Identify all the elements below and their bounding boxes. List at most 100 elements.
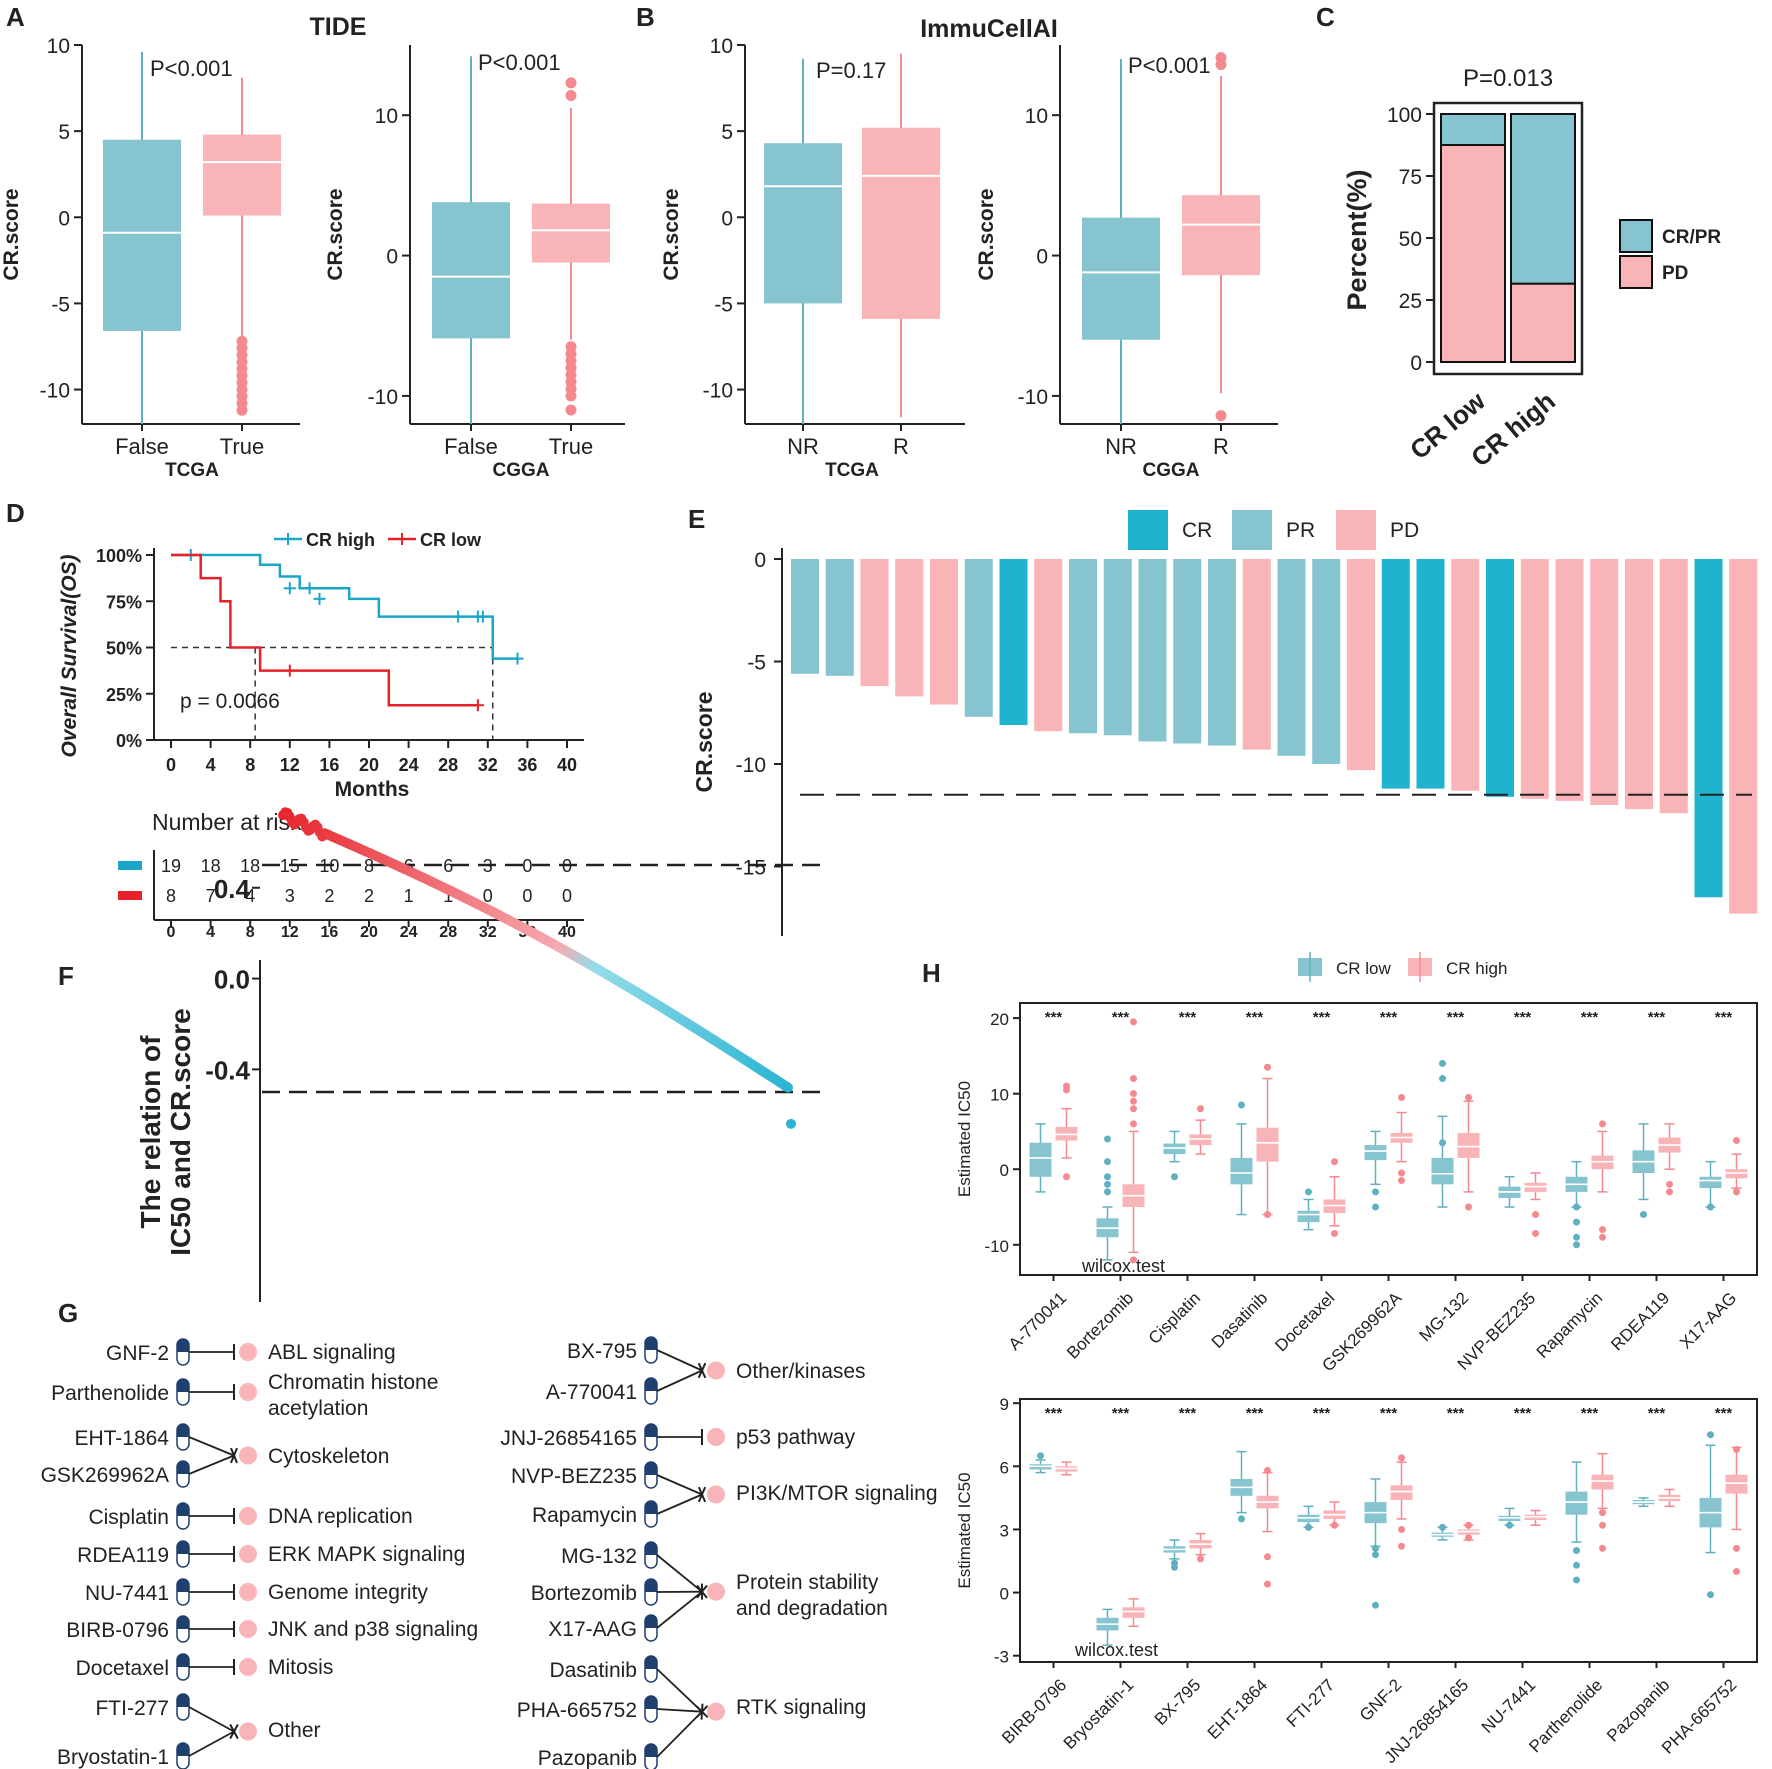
risk-count-high: 0 — [522, 856, 532, 876]
waterfall-bar — [1486, 559, 1514, 797]
outlier-point — [1465, 1521, 1472, 1529]
outlier-point — [1532, 1211, 1539, 1219]
plot-frame — [1019, 1398, 1758, 1663]
outlier-point — [1372, 1601, 1379, 1609]
outlier-point — [1104, 1180, 1111, 1188]
right-pathway-label: RTK signaling — [736, 1696, 866, 1719]
outlier-point — [1331, 1229, 1338, 1237]
waterfall-bar — [1694, 559, 1723, 898]
legend-label: CR — [1182, 519, 1212, 542]
panel-f-correlation: 0.4 0.0 -0.4 The relation of IC50 and CR.sco… — [135, 807, 820, 1302]
inhibition-arrow — [188, 1454, 235, 1475]
y-tick-label: -15 — [736, 857, 766, 880]
pathway-dot-icon — [707, 1428, 725, 1446]
waterfall-bar — [1138, 559, 1167, 742]
y-axis-label: Estimated IC50 — [955, 1472, 974, 1588]
outlier-point — [1666, 1180, 1673, 1188]
waterfall-bar — [964, 559, 993, 717]
capsule-cap — [177, 1541, 189, 1554]
outlier-point — [1238, 1101, 1245, 1109]
significance-mark: *** — [1648, 1405, 1666, 1422]
outlier-point — [1130, 1018, 1137, 1026]
y-tick-label: 0 — [1036, 246, 1048, 269]
outlier-point — [1331, 1158, 1338, 1166]
outlier-point — [1439, 1075, 1446, 1083]
significance-mark: *** — [1380, 1009, 1398, 1026]
legend-label: CR/PR — [1662, 227, 1721, 248]
outlier-point — [1599, 1120, 1606, 1128]
y-tick-label: -5 — [51, 293, 70, 316]
drug-capsule-icon — [644, 1614, 658, 1642]
outlier-point — [1037, 1452, 1044, 1460]
waterfall-bar — [860, 559, 889, 687]
x-tick-label: R — [1213, 434, 1229, 459]
x-axis-label: Months — [335, 778, 410, 801]
y-tick-label: 100 — [1387, 104, 1422, 127]
legend-swatch — [1619, 219, 1653, 253]
right-drug-label: JNJ-26854165 — [500, 1427, 637, 1450]
y-tick-label: 0 — [1000, 1585, 1009, 1604]
pathway-dot-icon — [239, 1507, 257, 1525]
p-value: P<0.001 — [478, 50, 561, 75]
significance-mark: *** — [1581, 1009, 1599, 1026]
legend-label: PR — [1286, 519, 1315, 542]
correlation-point — [783, 1082, 793, 1093]
capsule-cap — [645, 1744, 657, 1757]
box — [103, 139, 181, 331]
x-tick-label: Bryostatin-1 — [1060, 1675, 1138, 1753]
waterfall-bar — [1729, 559, 1758, 914]
y-tick-label: 3 — [1000, 1521, 1009, 1540]
right-drug-label: Pazopanib — [538, 1747, 637, 1769]
x-tick-label: 4 — [206, 924, 215, 941]
capsule-cap — [645, 1615, 657, 1628]
inhibition-bar — [697, 1362, 707, 1379]
outlier-point — [1573, 1576, 1580, 1584]
left-pathway-label: Other — [268, 1719, 321, 1742]
drug-capsule-icon — [176, 1502, 190, 1530]
legend-swatch — [1619, 255, 1653, 289]
x-tick-label: True — [220, 434, 264, 459]
risk-count-low: 7 — [206, 886, 216, 906]
outlier-point — [1197, 1555, 1204, 1563]
chart-title: P=0.013 — [1463, 65, 1553, 92]
box — [532, 203, 610, 263]
left-pathway-label: Chromatin histone — [268, 1371, 438, 1394]
waterfall-bar — [1208, 559, 1236, 746]
test-label: wilcox.test — [1081, 1256, 1165, 1276]
survival-curve — [171, 553, 478, 707]
significance-mark: *** — [1045, 1405, 1063, 1422]
x-tick-label: Dasatinib — [1208, 1288, 1272, 1352]
waterfall-bar — [1416, 559, 1445, 789]
right-pathway-label: PI3K/MTOR signaling — [736, 1482, 938, 1505]
x-tick-label: BIRB-0796 — [998, 1675, 1070, 1747]
outlier-point — [1305, 1523, 1312, 1531]
outlier-point — [1104, 1188, 1111, 1196]
capsule-cap — [177, 1743, 189, 1756]
outlier-point — [1264, 1553, 1271, 1561]
pathway-dot-icon — [239, 1383, 257, 1401]
drug-capsule-icon — [644, 1461, 658, 1489]
outlier-point — [1130, 1105, 1137, 1113]
right-drug-label: X17-AAG — [548, 1618, 637, 1641]
drug-capsule-icon — [176, 1540, 190, 1568]
significance-mark: *** — [1648, 1009, 1666, 1026]
x-tick-label: A-770041 — [1005, 1288, 1071, 1354]
outlier-point — [1372, 1203, 1379, 1211]
p-value: P<0.001 — [150, 56, 233, 81]
x-tick-label: RDEA119 — [1607, 1288, 1673, 1354]
left-drug-label: Docetaxel — [76, 1657, 169, 1680]
y-axis-label: The relation of — [135, 1035, 166, 1229]
box — [862, 127, 940, 319]
y-axis-label: CR.score — [324, 188, 347, 280]
outlier-point — [1398, 1177, 1405, 1185]
panel-a-title: TIDE — [310, 13, 367, 41]
inhibition-arrow — [656, 1349, 703, 1372]
outlier-point — [1733, 1188, 1740, 1196]
significance-mark: *** — [1246, 1405, 1264, 1422]
risk-count-low: 2 — [324, 886, 334, 906]
y-tick-label: 0% — [116, 731, 142, 751]
waterfall-bar — [1312, 559, 1341, 764]
bar-pd — [1440, 144, 1506, 363]
capsule-cap — [645, 1542, 657, 1555]
y-tick-label: 25 — [1399, 290, 1422, 313]
